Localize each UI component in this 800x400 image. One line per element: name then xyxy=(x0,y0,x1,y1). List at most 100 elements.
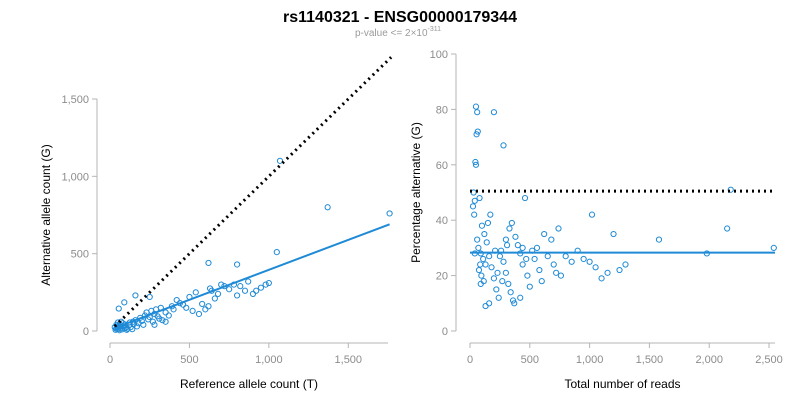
right-data-point xyxy=(486,300,493,307)
left-data-point xyxy=(132,292,139,299)
right-data-point xyxy=(472,103,480,110)
left-data-point xyxy=(170,306,177,313)
left-x-tick-label: 1,500 xyxy=(335,354,363,366)
left-data-point xyxy=(265,279,272,287)
right-data-point xyxy=(524,272,531,279)
right-data-point xyxy=(494,269,501,276)
left-data-point xyxy=(249,290,257,297)
left-y-axis-label: Alternative allele count (G) xyxy=(39,144,53,285)
left-data-point xyxy=(386,210,393,217)
left-data-point xyxy=(253,287,260,294)
right-data-point xyxy=(475,266,483,274)
left-data-point xyxy=(211,295,218,302)
right-data-point xyxy=(505,280,512,288)
left-data-point xyxy=(173,296,180,304)
left-data-point xyxy=(146,293,153,301)
right-data-point xyxy=(490,275,498,282)
right-y-tick-label: 20 xyxy=(436,271,448,283)
left-data-point xyxy=(233,292,241,299)
right-data-point xyxy=(517,294,524,301)
right-data-point xyxy=(555,225,562,232)
right-data-point xyxy=(472,161,480,168)
right-data-point xyxy=(476,194,483,202)
right-data-point xyxy=(473,131,480,138)
right-data-point xyxy=(486,253,493,260)
right-data-point xyxy=(475,244,482,251)
right-data-point xyxy=(478,272,485,279)
right-data-point xyxy=(523,255,530,263)
left-data-point xyxy=(245,278,252,285)
right-data-point xyxy=(482,261,489,268)
left-data-point xyxy=(199,300,206,308)
right-data-point xyxy=(502,236,509,243)
right-data-point xyxy=(514,242,521,249)
left-reference-line xyxy=(113,56,393,328)
right-data-point xyxy=(604,269,611,276)
left-data-point xyxy=(257,284,265,291)
left-data-point xyxy=(140,321,147,328)
left-data-point xyxy=(156,315,163,322)
right-data-point xyxy=(507,289,514,296)
left-x-axis-label: Reference allele count (T) xyxy=(180,377,318,391)
right-data-point xyxy=(509,297,517,304)
right-data-point xyxy=(500,142,507,149)
left-data-point xyxy=(115,305,122,312)
chart-title: rs1140321 - ENSG00000179344 xyxy=(283,9,517,26)
left-y-tick-label: 0 xyxy=(83,326,89,338)
right-data-point xyxy=(622,261,629,268)
subtitle-exponent: -311 xyxy=(428,26,442,33)
right-data-point xyxy=(471,211,478,218)
right-x-tick-label: 500 xyxy=(521,354,539,366)
left-data-point xyxy=(233,261,241,268)
right-data-point xyxy=(487,211,494,218)
left-data-point xyxy=(133,323,141,330)
left-data-point xyxy=(183,304,190,311)
right-data-point xyxy=(616,266,623,274)
right-data-point xyxy=(474,128,481,135)
right-data-point xyxy=(541,230,548,238)
right-x-tick-label: 1,500 xyxy=(636,354,664,366)
left-x-tick-label: 0 xyxy=(107,354,113,366)
right-x-tick-label: 1,000 xyxy=(576,354,604,366)
right-data-point xyxy=(490,109,498,116)
right-data-point xyxy=(482,302,489,310)
right-data-point xyxy=(544,253,551,260)
left-y-tick-label: 500 xyxy=(71,249,89,261)
left-data-point xyxy=(205,303,212,310)
right-data-point xyxy=(586,258,593,265)
left-data-point xyxy=(276,157,284,164)
right-scatter-panel: 0 20 40 60 80 100 0 500 1,000 1,500 2,000 2,500 Tota… xyxy=(409,49,783,391)
right-data-point xyxy=(499,278,506,285)
left-data-point xyxy=(195,310,203,318)
left-data-point xyxy=(159,317,166,324)
right-x-axis-label: Total number of reads xyxy=(564,377,680,391)
right-data-point xyxy=(500,258,507,265)
right-data-point xyxy=(481,230,488,238)
right-x-tick-label: 2,500 xyxy=(755,354,783,366)
right-data-point xyxy=(477,280,484,288)
left-data-point xyxy=(241,287,249,294)
right-data-point xyxy=(526,283,533,290)
right-data-point xyxy=(519,244,526,251)
right-data-point xyxy=(770,244,777,251)
right-data-point xyxy=(519,261,526,268)
right-data-point xyxy=(580,255,587,263)
left-y-tick-label: 1,000 xyxy=(61,171,89,183)
right-data-point xyxy=(512,233,519,240)
left-fit-line xyxy=(114,223,390,329)
right-y-tick-label: 40 xyxy=(436,215,448,227)
right-data-point xyxy=(511,300,518,307)
right-y-tick-label: 0 xyxy=(442,326,448,338)
right-data-point xyxy=(496,253,504,260)
right-data-point xyxy=(557,272,565,279)
right-data-point xyxy=(724,225,731,232)
right-data-point xyxy=(550,261,557,268)
left-data-point xyxy=(226,286,233,293)
left-data-point xyxy=(214,290,222,297)
right-data-point xyxy=(474,109,481,116)
right-data-point xyxy=(477,261,484,268)
right-data-point xyxy=(553,269,560,276)
right-data-point xyxy=(548,236,555,243)
right-data-point xyxy=(506,225,513,232)
right-data-point xyxy=(531,255,538,263)
